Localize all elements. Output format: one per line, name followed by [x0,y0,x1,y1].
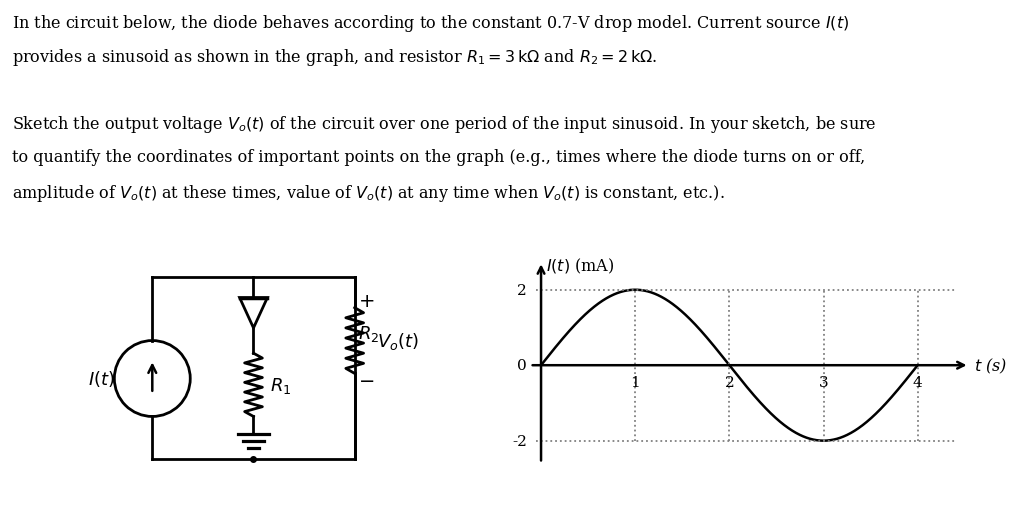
Text: 1: 1 [631,375,640,389]
Text: 2: 2 [517,283,527,297]
Text: In the circuit below, the diode behaves according to the constant 0.7-V drop mod: In the circuit below, the diode behaves … [12,13,850,34]
Text: 3: 3 [818,375,828,389]
Text: Sketch the output voltage $V_o(t)$ of the circuit over one period of the input s: Sketch the output voltage $V_o(t)$ of th… [12,114,877,135]
Text: amplitude of $V_o(t)$ at these times, value of $V_o(t)$ at any time when $V_o(t): amplitude of $V_o(t)$ at these times, va… [12,183,725,204]
Text: 2: 2 [724,375,734,389]
Text: +: + [359,291,375,310]
Text: provides a sinusoid as shown in the graph, and resistor $R_1 = 3\,\mathrm{k\Omeg: provides a sinusoid as shown in the grap… [12,47,657,68]
Text: $I(t)$ (mA): $I(t)$ (mA) [546,256,614,276]
Text: $R_2$: $R_2$ [359,323,380,343]
Text: to quantify the coordinates of important points on the graph (e.g., times where : to quantify the coordinates of important… [12,148,865,166]
Text: 4: 4 [913,375,923,389]
Text: $t$ (s): $t$ (s) [974,356,1008,375]
Text: 0: 0 [517,359,527,373]
Text: $V_o(t)$: $V_o(t)$ [377,330,420,351]
Text: $-$: $-$ [359,369,375,388]
Text: $I(t)$: $I(t)$ [88,369,116,389]
Text: $R_1$: $R_1$ [270,375,291,395]
Text: -2: -2 [512,434,527,448]
